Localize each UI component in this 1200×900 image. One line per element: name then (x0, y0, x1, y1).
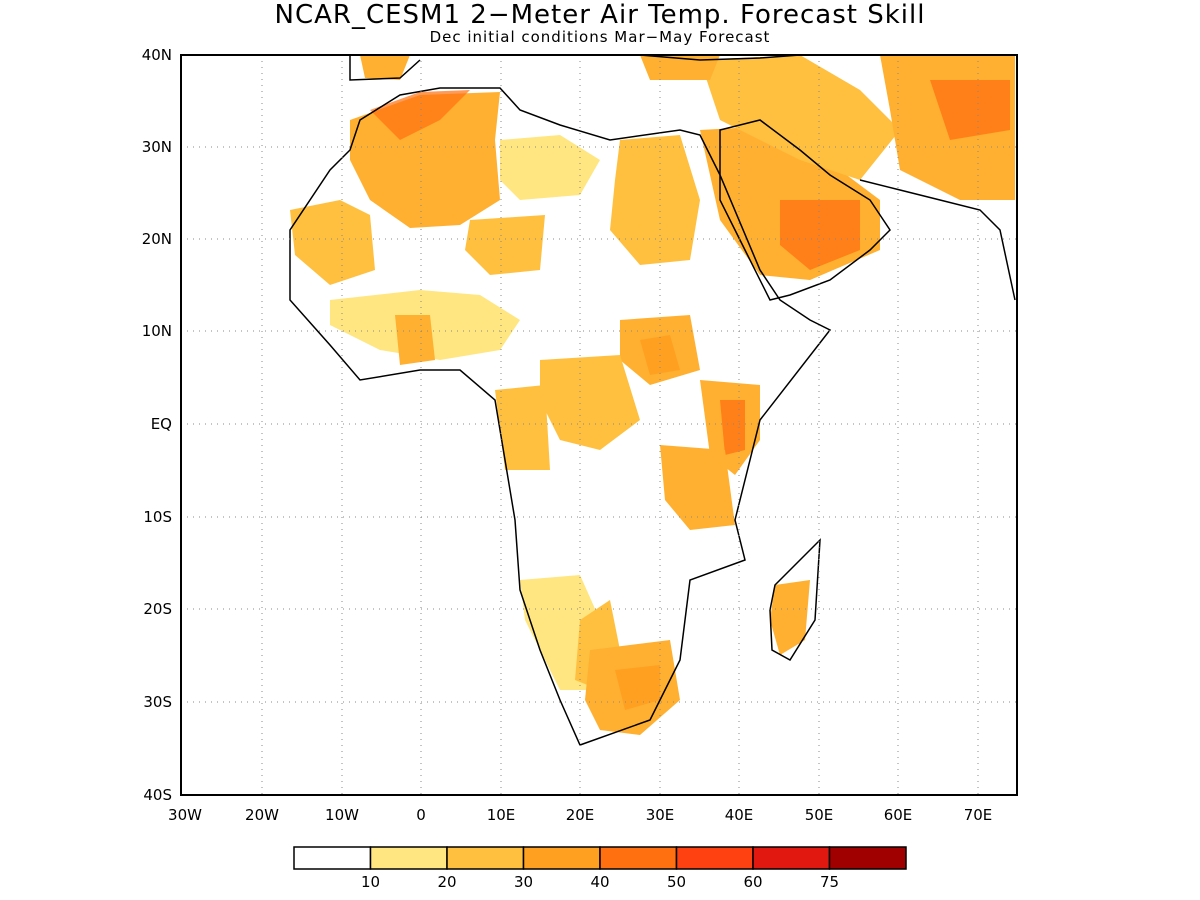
latitude-labels: 40N 30N 20N 10N EQ 10S 20S 30S 40S (142, 46, 172, 804)
colorbar-label: 40 (590, 873, 609, 891)
lon-label: 50E (805, 806, 834, 824)
colorbar-label: 60 (743, 873, 762, 891)
lat-label: EQ (151, 415, 172, 433)
coastlines (289, 54, 1016, 746)
shade-morocco (370, 90, 470, 140)
lon-label: 10E (487, 806, 516, 824)
lon-label: 60E (884, 806, 913, 824)
colorbar-label: 10 (361, 873, 380, 891)
lat-label: 10S (143, 508, 172, 526)
lat-label: 40N (142, 46, 172, 64)
lon-label: 0 (416, 806, 426, 824)
colorbar-label: 20 (437, 873, 456, 891)
lat-label: 30N (142, 138, 172, 156)
shade-iran-iraq (700, 55, 900, 180)
longitude-labels: 30W 20W 10W 0 10E 20E 30E 40E 50E 60E 70… (168, 806, 992, 824)
colorbar-swatch-6 (752, 846, 831, 870)
colorbar-swatch-4 (599, 846, 678, 870)
lat-label: 20S (143, 600, 172, 618)
shade-tanzania (660, 445, 735, 530)
lon-label: 30W (168, 806, 202, 824)
lat-label: 20N (142, 230, 172, 248)
lon-label: 40E (725, 806, 754, 824)
graticule (181, 55, 1017, 795)
shade-mauritania (290, 200, 375, 285)
lon-label: 20W (245, 806, 279, 824)
colorbar-swatch-2 (446, 846, 525, 870)
iberia-coastline (349, 55, 421, 81)
colorbar-swatch-3 (522, 846, 601, 870)
turkey-coastline (639, 54, 801, 61)
shade-ghana (395, 315, 435, 365)
shade-egypt (610, 135, 700, 265)
skill-shading (290, 55, 1015, 735)
lon-label: 70E (964, 806, 993, 824)
shade-iberia (360, 55, 410, 80)
shade-madagascar (770, 580, 810, 655)
shade-lesotho-region (615, 665, 660, 710)
africa-coastline (289, 87, 832, 746)
lat-label: 30S (143, 693, 172, 711)
shade-gabon (495, 385, 550, 470)
map-title: NCAR_CESM1 2−Meter Air Temp. Forecast Sk… (274, 0, 926, 30)
map-subtitle: Dec initial conditions Mar−May Forecast (429, 28, 771, 46)
lon-label: 20E (566, 806, 595, 824)
madagascar-coastline (769, 538, 821, 662)
shade-kenya-core (720, 400, 745, 455)
colorbar-swatch-0 (293, 846, 372, 870)
colorbar-swatch-5 (675, 846, 754, 870)
colorbar-label: 50 (667, 873, 686, 891)
colorbar-label: 30 (514, 873, 533, 891)
colorbar-swatch-1 (369, 846, 448, 870)
colorbar: 10 20 30 40 50 60 75 (293, 846, 907, 891)
colorbar-label: 75 (820, 873, 839, 891)
colorbar-swatch-7 (828, 846, 907, 870)
map-frame (180, 54, 1018, 796)
shade-afghanistan (930, 80, 1010, 140)
shade-central-africa (540, 355, 640, 450)
lat-label: 40S (143, 786, 172, 804)
lat-label: 10N (142, 322, 172, 340)
shade-arabia-core (780, 200, 860, 270)
shade-niger (465, 215, 545, 275)
arabia-coastline (719, 119, 891, 301)
south-asia-coastline (859, 179, 1016, 301)
shade-libya (500, 135, 600, 200)
lon-label: 30E (646, 806, 675, 824)
lon-label: 10W (325, 806, 359, 824)
